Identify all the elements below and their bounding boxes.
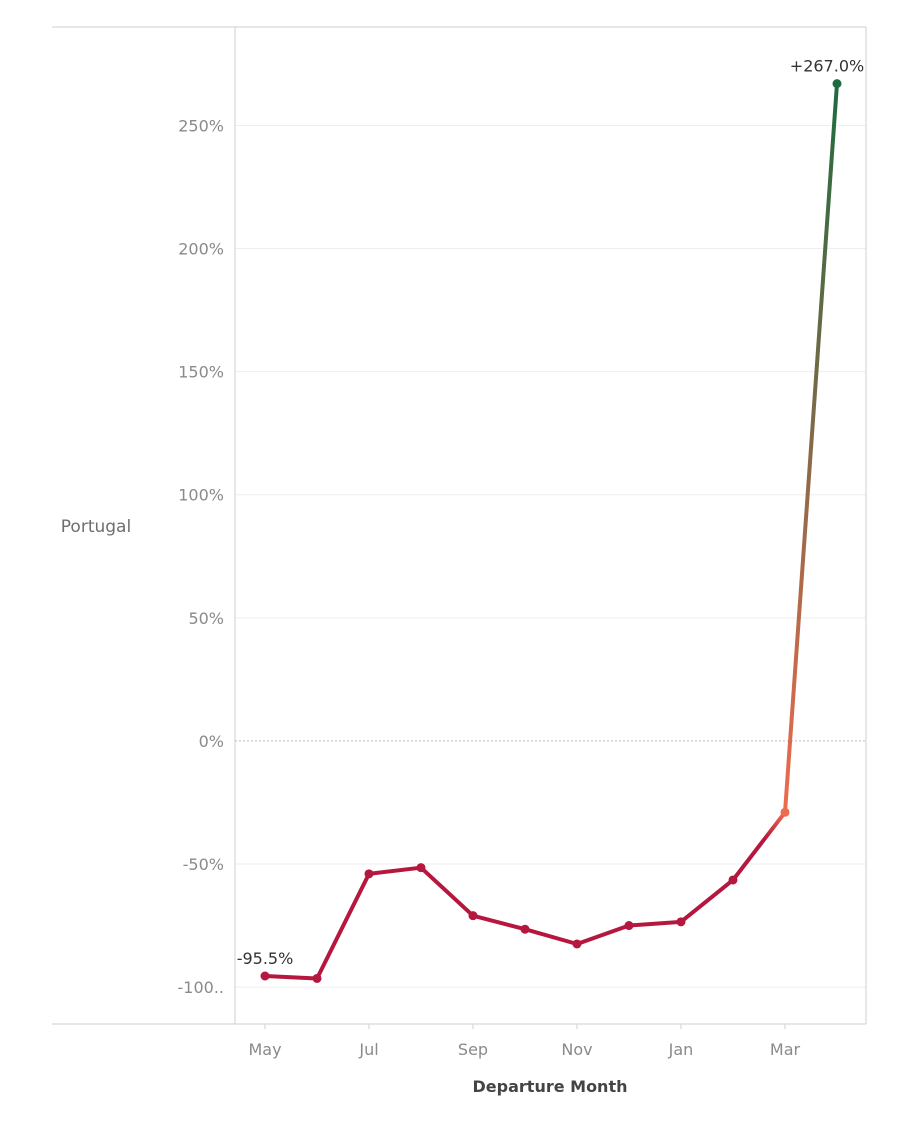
data-point[interactable] [832,79,842,89]
data-point[interactable] [780,807,790,817]
x-axis-title: Departure Month [473,1077,628,1096]
x-tick-label: Nov [561,1040,592,1059]
x-tick-label: Sep [458,1040,488,1059]
series-layer [260,79,842,983]
y-tick-label: 250% [178,116,224,135]
row-label: Portugal [61,517,131,537]
label-layer: -95.5% +267.0% [237,57,865,968]
x-tick-label: Mar [770,1040,801,1059]
data-point[interactable] [676,917,686,927]
data-point[interactable] [260,971,270,981]
x-tick-label: May [248,1040,281,1059]
axis-layer: 250% 200% 150% 100% 50% 0% -50% -100.. Portugal M… [61,116,801,1096]
data-point[interactable] [468,911,478,921]
frame-layer [52,26,867,1025]
data-point[interactable] [624,921,634,931]
y-tick-label: 0% [199,732,224,751]
data-point[interactable] [364,869,374,879]
y-tick-label: -100.. [178,978,224,997]
data-point[interactable] [520,924,530,934]
y-tick-label: 100% [178,486,224,505]
y-tick-label: 50% [188,609,224,628]
data-point[interactable] [572,939,582,949]
x-tick-label: Jan [668,1040,694,1059]
data-point[interactable] [416,863,426,873]
y-tick-label: -50% [183,855,224,874]
x-tick-label: Jul [358,1040,378,1059]
series-line [263,81,839,981]
data-label: -95.5% [237,949,294,968]
data-point[interactable] [312,973,322,983]
y-tick-label: 150% [178,363,224,382]
data-label: +267.0% [790,57,864,76]
grid-layer [235,124,866,988]
data-point[interactable] [728,875,738,885]
y-tick-label: 200% [178,240,224,259]
